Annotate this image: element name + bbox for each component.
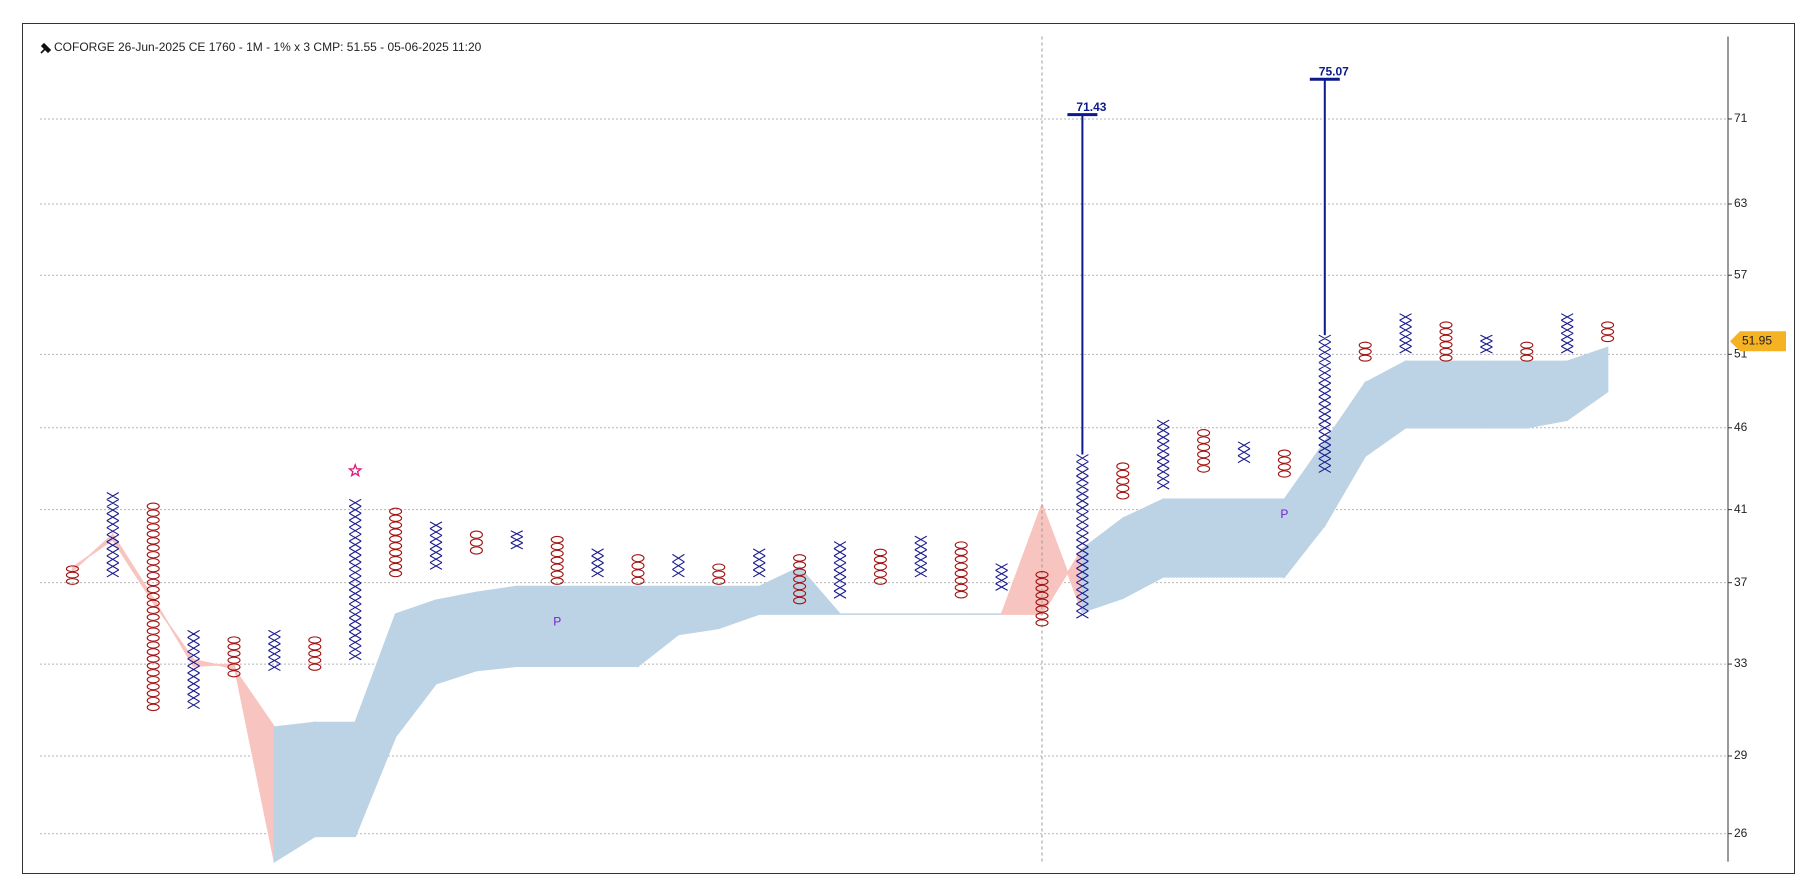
- y-tick-label: 41: [1734, 502, 1748, 516]
- o-column: [631, 554, 645, 585]
- x-column: [348, 498, 362, 661]
- cloud-segment: [596, 585, 639, 667]
- o-column: [469, 530, 483, 555]
- pen-icon: [40, 42, 52, 54]
- y-tick-label: 46: [1734, 420, 1748, 434]
- cloud-segment: [1404, 360, 1447, 429]
- o-column: [1277, 449, 1291, 478]
- x-column: [1560, 313, 1574, 354]
- pattern-marker: P: [553, 614, 561, 628]
- x-column: [510, 530, 524, 550]
- cloud-segment: [798, 565, 842, 615]
- x-column: [1480, 334, 1493, 354]
- y-tick-label: 57: [1734, 267, 1748, 281]
- cloud-segment: [475, 585, 518, 672]
- cloud-segment: [314, 721, 356, 838]
- price-tag: [1730, 331, 1786, 352]
- x-column: [914, 535, 928, 578]
- o-column: [65, 565, 79, 585]
- o-column: [1358, 341, 1372, 362]
- o-column: [873, 548, 887, 585]
- cloud-segment: [677, 585, 720, 636]
- cloud-segment: [516, 585, 558, 667]
- cloud-segment: [1202, 498, 1245, 578]
- signal-star: [347, 462, 363, 478]
- o-column: [1035, 570, 1049, 627]
- o-column: [1197, 429, 1211, 473]
- o-column: [308, 636, 322, 671]
- y-tick-label: 71: [1734, 111, 1748, 125]
- x-column: [1318, 334, 1332, 473]
- o-column: [1116, 462, 1130, 500]
- x-column: [995, 563, 1008, 591]
- x-column: [672, 553, 685, 578]
- y-tick-label: 37: [1734, 575, 1748, 589]
- x-column: [1076, 454, 1089, 619]
- cloud-segment: [1566, 346, 1609, 422]
- o-column: [550, 535, 564, 585]
- x-column: [187, 629, 200, 710]
- o-column: [712, 563, 726, 585]
- cloud-segment: [1485, 360, 1528, 429]
- cloud-segment: [435, 591, 478, 685]
- target-label: 71.43: [1076, 100, 1106, 114]
- x-column: [1237, 441, 1251, 464]
- chart-title: COFORGE 26-Jun-2025 CE 1760 - 1M - 1% x …: [54, 40, 482, 54]
- o-column: [389, 507, 403, 578]
- pattern-marker: P: [1280, 507, 1288, 521]
- x-column: [591, 548, 604, 578]
- o-column: [1520, 341, 1534, 362]
- x-column: [833, 541, 847, 599]
- o-column: [227, 636, 241, 678]
- y-tick-label: 63: [1734, 196, 1748, 210]
- x-column: [1399, 313, 1412, 354]
- y-tick-label: 29: [1734, 748, 1748, 762]
- cloud-segment: [1526, 360, 1568, 429]
- o-column: [1439, 321, 1453, 362]
- y-tick-label: 26: [1734, 826, 1748, 840]
- cloud-segment: [1162, 498, 1205, 578]
- x-column: [429, 521, 443, 570]
- x-column: [268, 629, 281, 672]
- o-column: [1601, 321, 1615, 343]
- o-column: [146, 502, 160, 712]
- cloud-segment: [1445, 360, 1488, 429]
- y-tick-label: 33: [1734, 656, 1748, 670]
- price-tag-label: 51.95: [1742, 333, 1772, 347]
- x-column: [106, 492, 120, 578]
- cloud-segment: [273, 721, 316, 863]
- x-column: [1156, 419, 1170, 490]
- x-column: [752, 548, 766, 578]
- o-column: [793, 554, 807, 605]
- cloud-segment: [556, 585, 599, 667]
- target-label: 75.07: [1319, 64, 1349, 78]
- o-column: [954, 541, 968, 599]
- cloud-segment: [1243, 498, 1286, 578]
